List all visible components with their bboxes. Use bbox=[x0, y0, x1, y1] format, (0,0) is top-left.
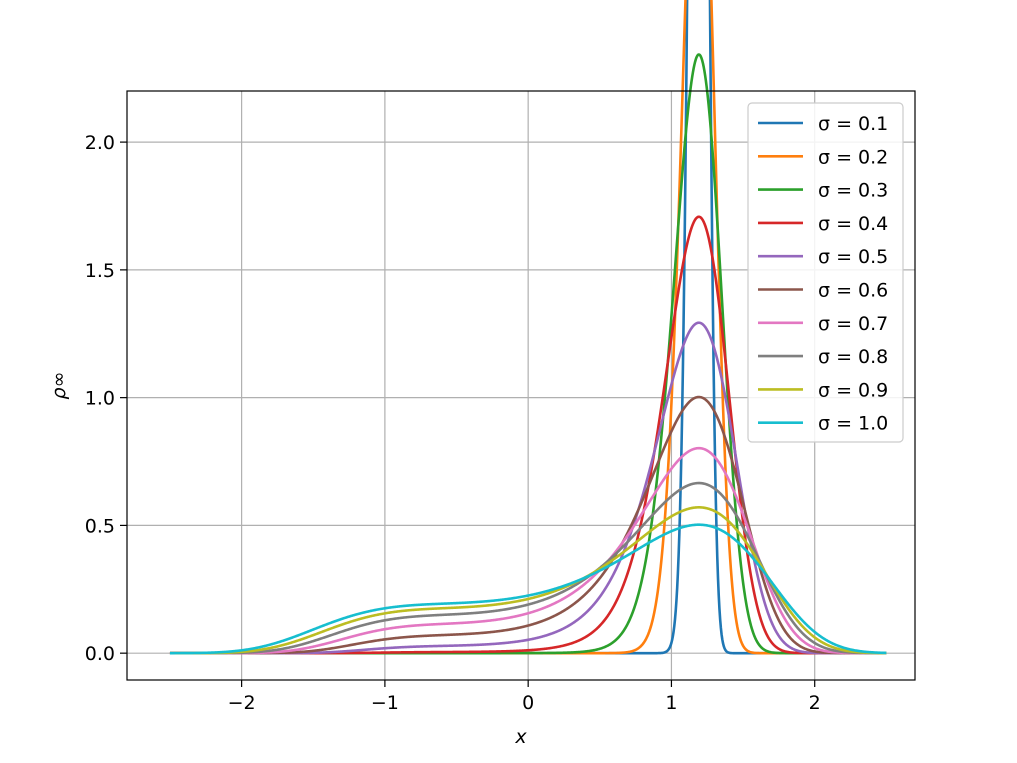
series-lines bbox=[169, 0, 887, 655]
plot-frame bbox=[126, 90, 916, 681]
series-line bbox=[169, 523, 887, 655]
legend-entry: σ = 0.2 bbox=[818, 146, 888, 168]
legend-entry: σ = 0.8 bbox=[818, 346, 888, 368]
legend-entry: σ = 0.4 bbox=[818, 213, 888, 235]
y-tick-label: 2.0 bbox=[85, 132, 115, 154]
x-axis-label: x bbox=[514, 726, 527, 748]
y-tick-label: 1.5 bbox=[85, 260, 115, 282]
legend-entry: σ = 0.3 bbox=[818, 180, 888, 202]
x-tick-label: 1 bbox=[665, 692, 677, 714]
legend-entry: σ = 0.6 bbox=[818, 280, 888, 302]
series-line bbox=[169, 395, 887, 655]
y-tick-label: 0.5 bbox=[85, 515, 115, 537]
x-tick-label: 0 bbox=[522, 692, 534, 714]
legend-entry: σ = 0.5 bbox=[818, 246, 888, 268]
legend: σ = 0.1 σ = 0.2 σ = 0.3 σ = 0.4 σ = 0.5 σ = 0… bbox=[747, 102, 904, 443]
axis-ticks: −2 −1 0 1 2 0.0 0.5 1.0 1.5 2.0 bbox=[85, 132, 821, 714]
x-tick-label: −2 bbox=[228, 692, 256, 714]
x-tick-label: −1 bbox=[371, 692, 399, 714]
x-tick-label: 2 bbox=[809, 692, 821, 714]
y-tick-label: 1.0 bbox=[85, 388, 115, 410]
y-axis-label: ρ∞ bbox=[48, 372, 70, 400]
legend-entry: σ = 0.1 bbox=[818, 113, 888, 135]
legend-entry: σ = 1.0 bbox=[818, 413, 888, 435]
y-tick-label: 0.0 bbox=[85, 643, 115, 665]
legend-entry: σ = 0.7 bbox=[818, 313, 888, 335]
legend-entry: σ = 0.9 bbox=[818, 379, 888, 401]
series-line bbox=[169, 446, 887, 655]
